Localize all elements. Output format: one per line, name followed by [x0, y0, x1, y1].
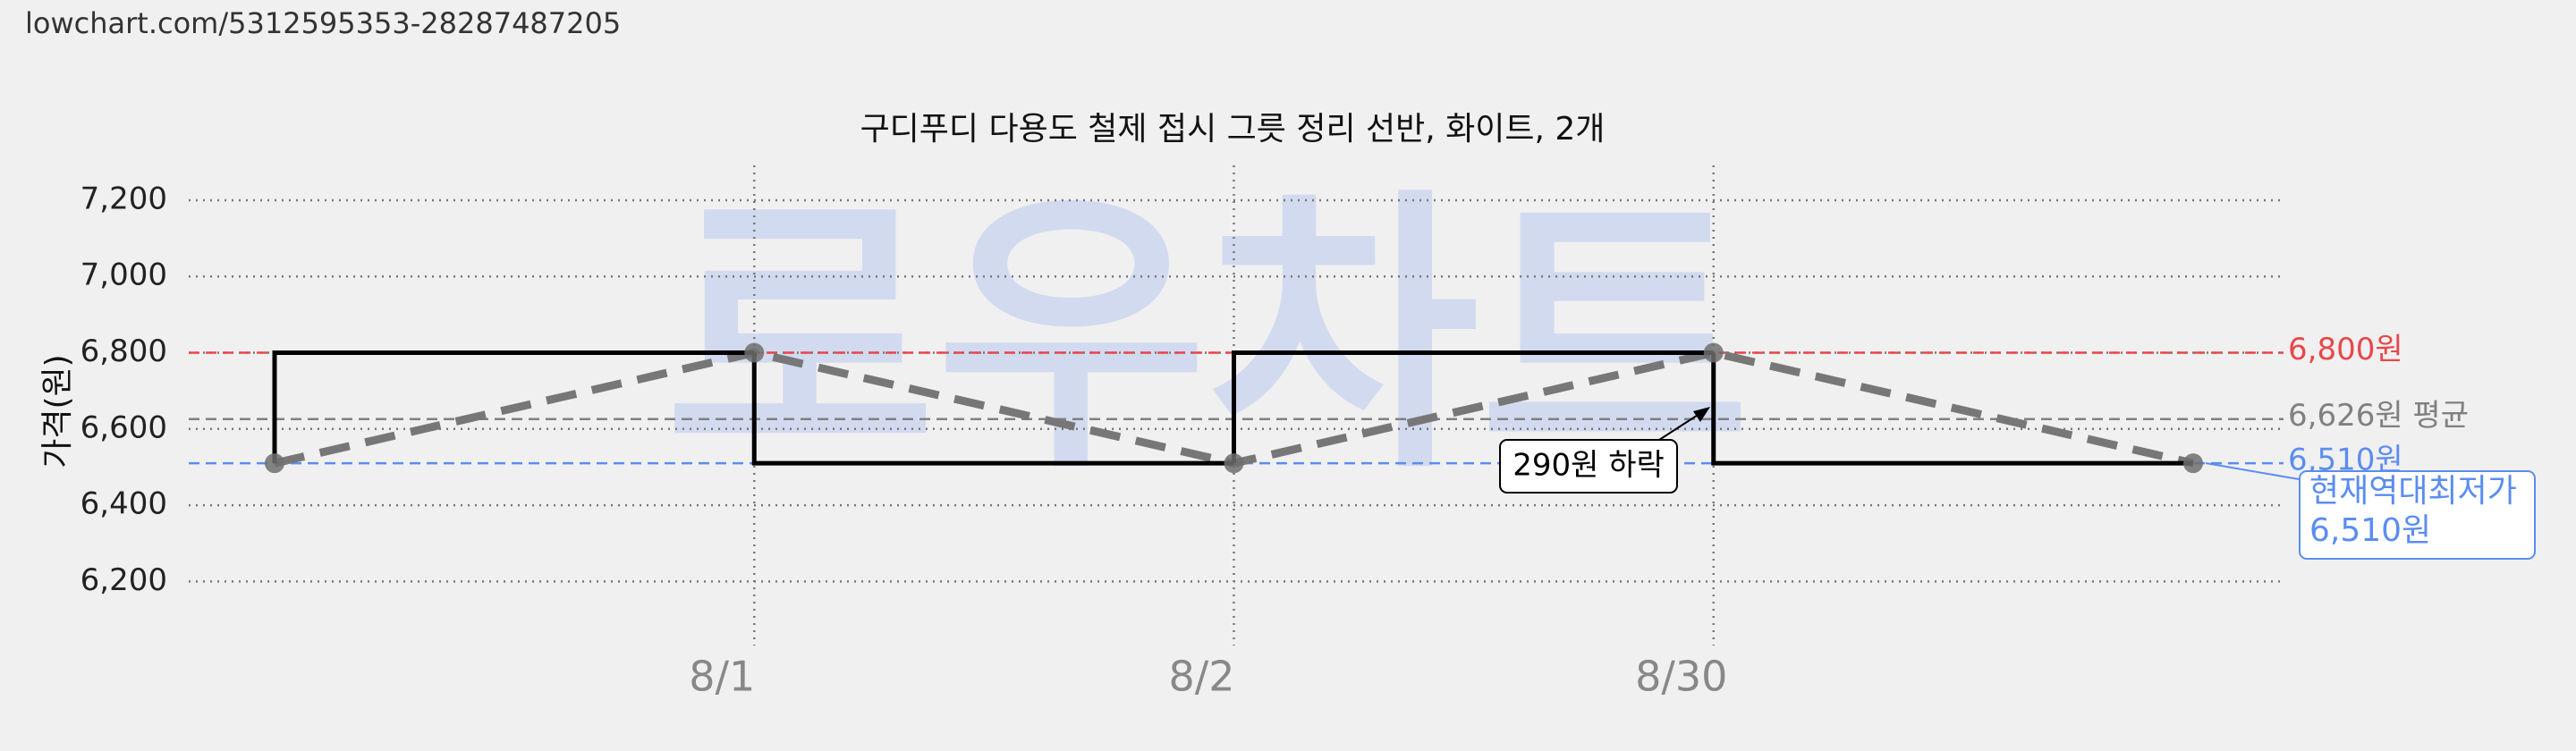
reference-label: 6,626원 평균 [2288, 398, 2469, 434]
step-segment [751, 352, 1234, 466]
y-tick-label: 6,800 [80, 333, 167, 369]
chart-title: 구디푸디 다용도 철제 접시 그릇 정리 선반, 화이트, 2개 [860, 111, 1606, 148]
reference-label: 6,800원 [2288, 332, 2403, 367]
point [744, 342, 765, 363]
callout: 현재역대최저가 6,510원 [2205, 462, 2536, 560]
step-segment [1711, 352, 2193, 466]
source-url: lowchart.com/5312595353-28287487205 [25, 6, 621, 40]
x-tick-label: 8/1 [689, 653, 755, 701]
point [265, 453, 284, 474]
callout-arrow [2205, 462, 2300, 480]
callout-box [2299, 470, 2536, 560]
annotation-box [1499, 439, 1678, 494]
callout-text: 현재역대최저가 [2309, 473, 2517, 510]
step-segment [272, 350, 755, 464]
x-tick-label: 8/2 [1168, 653, 1234, 701]
y-axis-label: 가격(원) [39, 354, 76, 468]
step-segment [1232, 350, 1714, 464]
x-tick-label: 8/30 [1635, 653, 1727, 701]
y-tick-label: 6,400 [80, 486, 167, 522]
point [2183, 453, 2203, 474]
point [1224, 453, 1244, 474]
y-tick-label: 7,200 [80, 181, 167, 216]
y-tick-label: 6,200 [80, 562, 167, 598]
callout-text: 6,510원 [2309, 512, 2431, 549]
annotation-arrowhead [1693, 407, 1710, 422]
y-tick-label: 7,000 [80, 257, 167, 293]
point [1703, 342, 1724, 363]
annotation-text: 290원 하락 [1513, 448, 1665, 484]
y-tick-label: 6,600 [80, 409, 167, 445]
